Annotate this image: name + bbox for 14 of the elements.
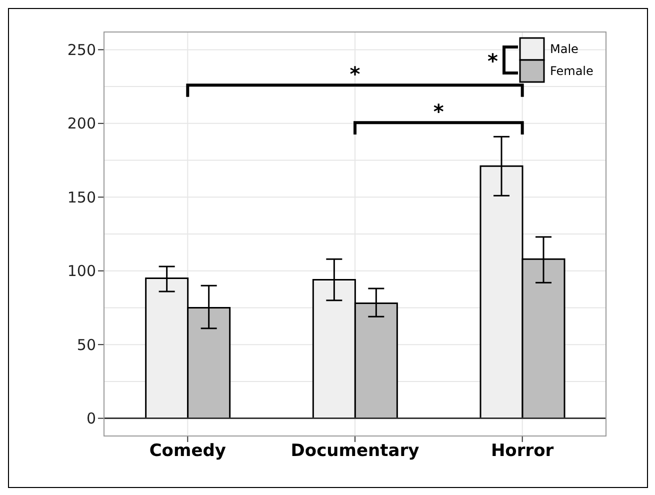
significance-bracket: * [354, 100, 524, 134]
y-tick-label: 200 [67, 114, 96, 133]
y-tick-label: 50 [76, 336, 96, 354]
y-tick-label: 250 [67, 41, 96, 60]
x-tick-label: Comedy [149, 441, 226, 462]
y-tick-label: 100 [67, 262, 96, 280]
x-tick-label: Documentary [290, 441, 420, 462]
y-tick-label: 150 [67, 188, 96, 206]
y-tick-label: 0 [86, 410, 96, 428]
annotation: * [433, 100, 444, 124]
legend-label: Male [550, 42, 578, 56]
annotation: * [350, 62, 361, 86]
x-tick-label: Horror [490, 441, 554, 462]
legend-label: Female [550, 64, 594, 78]
